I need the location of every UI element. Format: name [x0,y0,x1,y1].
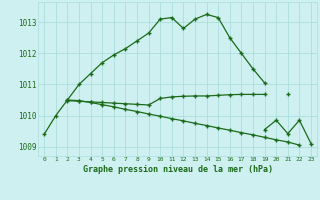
X-axis label: Graphe pression niveau de la mer (hPa): Graphe pression niveau de la mer (hPa) [83,165,273,174]
